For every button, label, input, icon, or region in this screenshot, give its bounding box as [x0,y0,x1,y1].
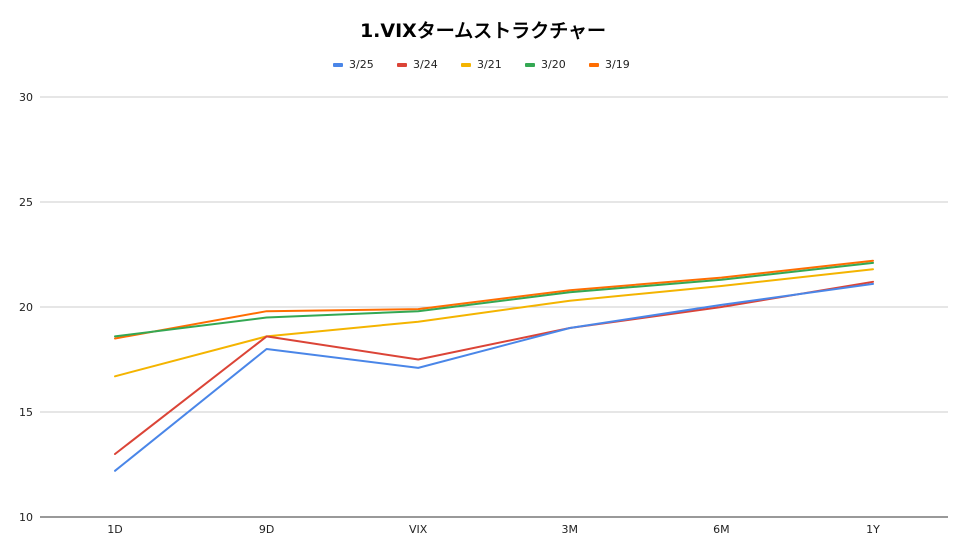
x-tick-label-3m: 3M [562,523,579,536]
legend-item-3-20[interactable]: 3/20 [525,58,566,71]
legend-label: 3/24 [413,58,438,71]
legend-item-3-19[interactable]: 3/19 [589,58,630,71]
legend: 3/25 3/24 3/21 3/20 3/19 [333,58,630,71]
x-tick-label-vix: VIX [409,523,428,536]
series-line-3-21 [114,268,874,378]
legend-item-3-25[interactable]: 3/25 [333,58,374,71]
chart-title: 1.VIXタームストラクチャー [360,20,606,42]
legend-swatch [461,63,471,67]
legend-item-3-24[interactable]: 3/24 [397,58,438,71]
series-line-3-24 [114,280,874,455]
legend-swatch [333,63,343,67]
x-tick-label-1y: 1Y [866,523,880,536]
x-tick-label-9d: 9D [259,523,274,536]
y-tick-label-10: 10 [19,511,33,524]
legend-swatch [525,63,535,67]
series-lines [114,259,874,472]
legend-item-3-21[interactable]: 3/21 [461,58,502,71]
legend-label: 3/21 [477,58,502,71]
y-tick-label-20: 20 [19,301,33,314]
legend-swatch [589,63,599,67]
y-axis-tick-labels: 10 15 20 25 30 [19,91,33,524]
x-axis-tick-labels: 1D 9D VIX 3M 6M 1Y [107,523,880,536]
legend-label: 3/25 [349,58,374,71]
series-line-3-20 [114,261,874,338]
x-tick-label-6m: 6M [713,523,730,536]
grid-lines [40,96,948,518]
legend-swatch [397,63,407,67]
legend-label: 3/19 [605,58,630,71]
series-line-3-25 [114,282,874,472]
series-line-3-19 [114,259,874,340]
y-tick-label-15: 15 [19,406,33,419]
legend-label: 3/20 [541,58,566,71]
x-tick-label-1d: 1D [107,523,122,536]
y-tick-label-25: 25 [19,196,33,209]
y-tick-label-30: 30 [19,91,33,104]
